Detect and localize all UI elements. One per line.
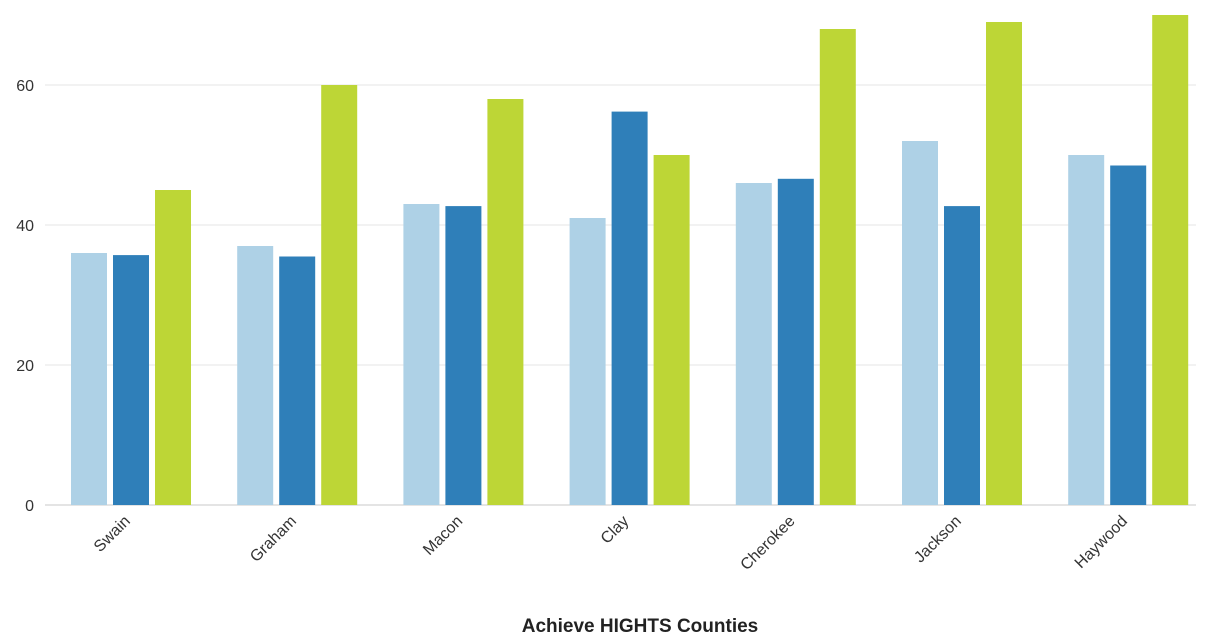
bar xyxy=(155,190,191,505)
bar xyxy=(777,178,814,506)
bar xyxy=(1110,165,1147,505)
bar xyxy=(71,253,107,505)
bar xyxy=(611,111,648,505)
x-tick-label: Swain xyxy=(91,513,134,556)
y-tick-label: 40 xyxy=(16,218,34,235)
bar xyxy=(487,99,524,505)
bar xyxy=(321,85,358,505)
bar xyxy=(445,206,482,505)
y-axis: 0 20 40 60 xyxy=(16,78,34,515)
bars xyxy=(71,15,1189,506)
bar xyxy=(237,246,274,505)
bar xyxy=(944,206,980,505)
bar xyxy=(902,141,938,505)
x-axis-title: Achieve HIGHTS Counties xyxy=(522,616,759,637)
bar xyxy=(819,29,856,505)
bar xyxy=(403,204,440,505)
x-tick-label: Jackson xyxy=(911,513,965,567)
bar xyxy=(735,183,772,505)
y-tick-label: 60 xyxy=(16,78,34,95)
y-tick-label: 0 xyxy=(25,498,34,515)
x-tick-label: Graham xyxy=(247,513,300,566)
bar xyxy=(986,22,1022,505)
x-tick-label: Macon xyxy=(420,513,466,559)
bar xyxy=(279,256,316,505)
bar xyxy=(653,155,690,505)
y-tick-label: 20 xyxy=(16,358,34,375)
x-axis: Swain Graham Macon Clay Cherokee Jackson Haywo… xyxy=(91,513,1131,574)
bar xyxy=(1152,15,1189,505)
bar xyxy=(569,218,606,505)
x-tick-label: Clay xyxy=(598,513,633,548)
x-tick-label: Haywood xyxy=(1072,513,1131,572)
bar xyxy=(113,255,149,505)
x-tick-label: Cherokee xyxy=(738,513,799,574)
bar xyxy=(1068,155,1105,505)
